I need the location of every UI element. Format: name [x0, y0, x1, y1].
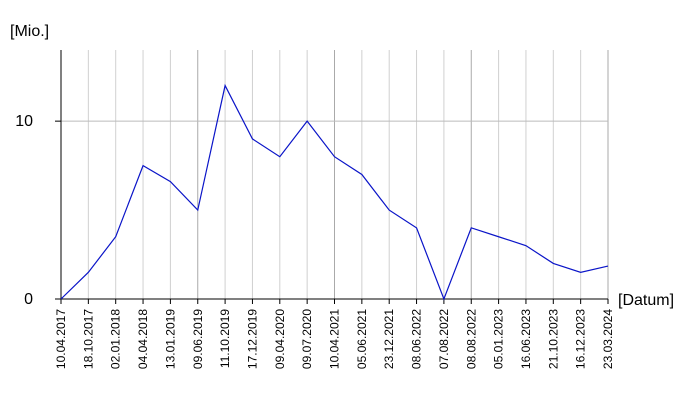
x-tick-label: 21.10.2023 — [546, 309, 560, 369]
x-tick-label: 17.12.2019 — [245, 309, 259, 369]
y-tick-label: 0 — [24, 291, 33, 308]
x-tick-label: 05.06.2021 — [355, 309, 369, 369]
x-tick-label: 04.04.2018 — [136, 309, 150, 369]
x-tick-label: 16.06.2023 — [519, 309, 533, 369]
x-tick-label: 10.04.2021 — [328, 309, 342, 369]
x-tick-label: 10.04.2017 — [54, 309, 68, 369]
x-tick-label: 05.01.2023 — [492, 309, 506, 369]
x-tick-label: 23.12.2021 — [382, 309, 396, 369]
x-tick-label: 18.10.2017 — [81, 309, 95, 369]
x-tick-label: 23.03.2024 — [601, 309, 615, 369]
x-tick-label: 02.01.2018 — [109, 309, 123, 369]
x-tick-label: 13.01.2019 — [163, 309, 177, 369]
y-axis-label: [Mio.] — [10, 23, 49, 40]
x-tick-label: 07.08.2022 — [437, 309, 451, 369]
y-tick-label: 10 — [15, 113, 33, 130]
x-axis-label: [Datum] — [618, 292, 674, 309]
x-tick-label: 16.12.2023 — [574, 309, 588, 369]
x-tick-label: 09.07.2020 — [300, 309, 314, 369]
data-line — [60, 83, 609, 301]
x-tick-label: 09.06.2019 — [191, 309, 205, 369]
x-tick-label: 09.04.2020 — [273, 309, 287, 369]
x-tick-label: 11.10.2019 — [218, 309, 232, 368]
x-tick-label: 08.06.2022 — [410, 309, 424, 369]
x-tick-label: 08.08.2022 — [464, 309, 478, 369]
